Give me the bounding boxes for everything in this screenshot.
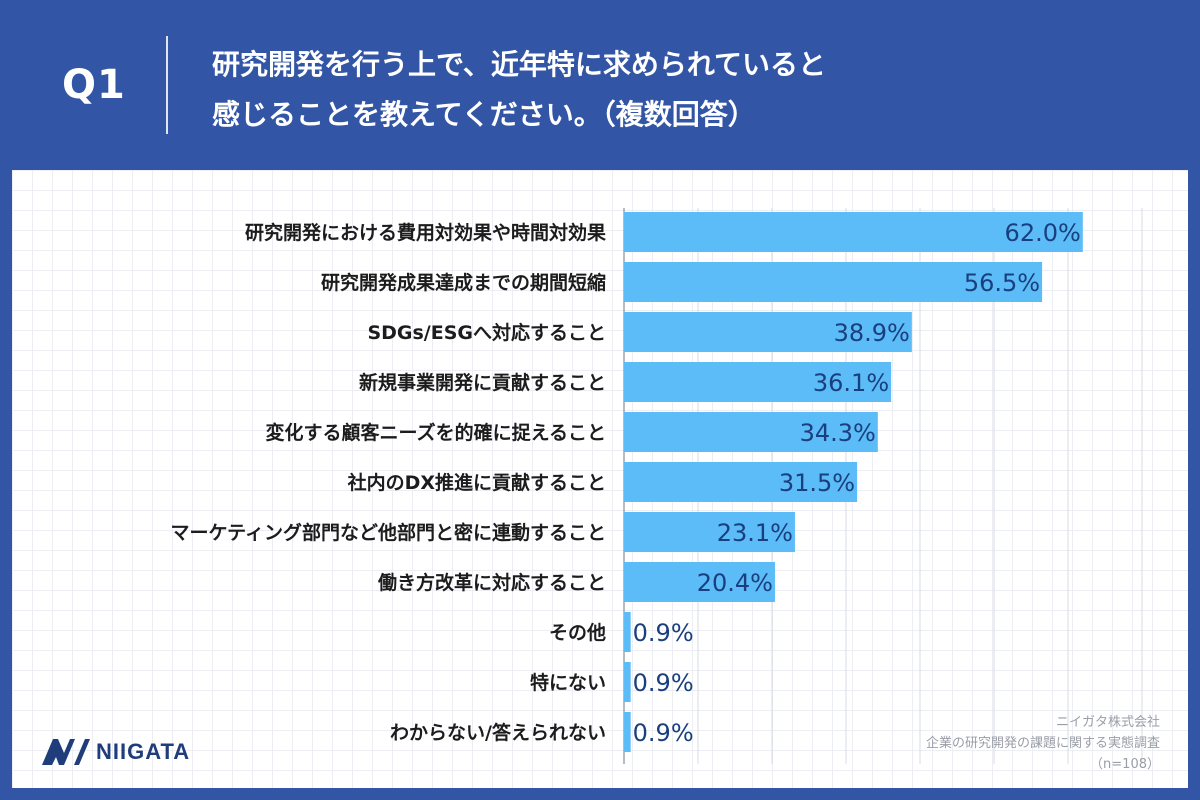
question-text: 研究開発を行う上で、近年特に求められていると 感じることを教えてください。（複数… [212, 40, 1112, 140]
bar [624, 312, 912, 352]
source-survey: 企業の研究開発の課題に関する実態調査 [925, 736, 1160, 751]
chart-card [12, 170, 1188, 788]
category-label: SDGs/ESGへ対応すること [367, 321, 606, 344]
bar [624, 612, 631, 652]
category-label: 働き方改革に対応すること [377, 571, 606, 594]
data-label: 34.3% [800, 419, 876, 447]
bar [624, 362, 892, 402]
data-label: 62.0% [1005, 219, 1081, 247]
bar [624, 412, 878, 452]
data-label: 0.9% [633, 669, 694, 697]
bar [624, 462, 858, 502]
source-note: ニイガタ株式会社 企業の研究開発の課題に関する実態調査 （n=108） [926, 712, 1160, 775]
data-label: 23.1% [717, 519, 793, 547]
category-label: 新規事業開発に貢献すること [359, 371, 606, 394]
data-label: 20.4% [697, 569, 773, 597]
bar [624, 262, 1043, 302]
question-line-2: 感じることを教えてください。（複数回答） [212, 98, 756, 131]
data-label: 56.5% [964, 269, 1040, 297]
niigata-logo-icon [42, 739, 90, 765]
logo-text: NIIGATA [96, 739, 191, 764]
category-label: わからない/答えられない [390, 721, 606, 744]
bar [624, 212, 1083, 252]
category-label: マーケティング部門など他部門と密に連動すること [171, 521, 606, 544]
bar [624, 712, 631, 752]
category-label: その他 [549, 621, 606, 644]
data-label: 36.1% [813, 369, 889, 397]
category-label: 変化する顧客ニーズを的確に捉えること [266, 421, 606, 444]
source-company: ニイガタ株式会社 [1055, 715, 1160, 730]
question-line-1: 研究開発を行う上で、近年特に求められていると [212, 48, 827, 81]
question-number: Q1 [62, 62, 126, 108]
bar [624, 662, 631, 702]
category-label: 研究開発における費用対効果や時間対効果 [245, 221, 606, 244]
data-label: 38.9% [834, 319, 910, 347]
bar [624, 512, 795, 552]
category-label: 社内のDX推進に貢献すること [347, 471, 606, 494]
data-label: 0.9% [633, 619, 694, 647]
source-sample: （n=108） [1090, 757, 1160, 772]
header-divider [166, 36, 168, 134]
category-label: 研究開発成果達成までの期間短縮 [321, 271, 606, 294]
data-label: 31.5% [779, 469, 855, 497]
category-label: 特にない [530, 672, 606, 694]
data-label: 0.9% [633, 719, 694, 747]
bar [624, 562, 775, 602]
question-header: Q1 研究開発を行う上で、近年特に求められていると 感じることを教えてください。… [0, 0, 1200, 170]
